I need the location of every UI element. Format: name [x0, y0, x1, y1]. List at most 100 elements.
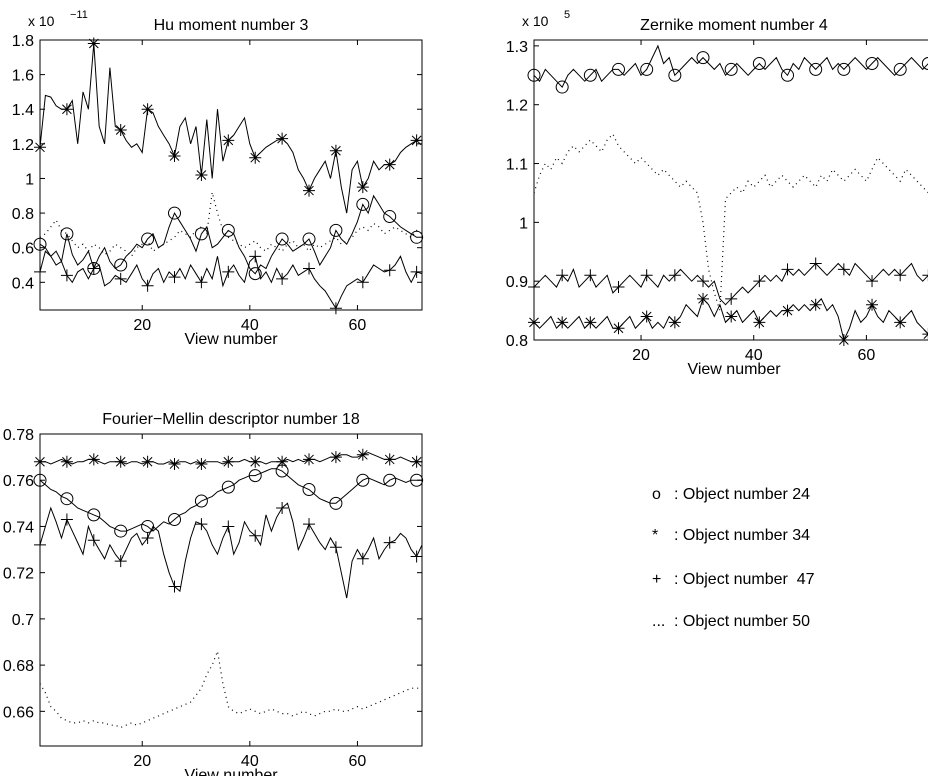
star-marker: [114, 124, 127, 136]
x-tick-label: 60: [349, 317, 367, 334]
series-line: [39, 250, 423, 310]
star-marker: [168, 149, 181, 162]
plus-marker: [584, 269, 597, 282]
star-marker: [556, 316, 569, 329]
chart-title: Fourier−Mellin descriptor number 18: [102, 411, 360, 428]
star-marker: [697, 292, 710, 305]
plus-marker: [276, 272, 289, 285]
circle-marker: [640, 62, 654, 76]
circle-marker: [383, 210, 397, 224]
plus-marker: [60, 513, 73, 526]
star-marker: [34, 141, 46, 154]
plus-marker: [141, 279, 154, 292]
circle-marker: [724, 62, 738, 76]
star-marker: [222, 134, 235, 147]
plus-marker: [781, 263, 794, 276]
star-marker: [584, 316, 597, 329]
plus-marker: [222, 520, 235, 533]
star-marker: [114, 455, 127, 468]
circle-marker: [141, 232, 155, 246]
series-group: [33, 37, 424, 315]
circle-marker: [410, 230, 424, 244]
star-marker: [410, 455, 423, 468]
plus-marker: [640, 269, 653, 282]
x-axis-label: View number: [184, 331, 278, 348]
legend-symbol: *: [652, 527, 659, 544]
circle-marker: [221, 223, 235, 237]
circle-marker: [383, 473, 397, 487]
plus-marker: [329, 302, 342, 315]
scale-exponent: −11: [70, 9, 88, 21]
y-tick-label: 0.66: [3, 704, 34, 721]
legend-label: : Object number 34: [674, 527, 811, 544]
star-marker: [141, 103, 154, 116]
chart-title: Zernike moment number 4: [640, 17, 828, 34]
star-marker: [87, 37, 100, 50]
circle-marker: [248, 469, 262, 483]
y-tick-label: 1.2: [12, 137, 34, 154]
circle-marker: [555, 80, 569, 94]
plus-marker: [87, 262, 100, 275]
series-line: [39, 192, 423, 258]
star-marker: [329, 144, 342, 157]
series-line: [533, 44, 928, 88]
legend-label: : Object number 50: [674, 613, 811, 630]
star-marker: [222, 455, 235, 468]
plus-marker: [168, 271, 181, 284]
plus-marker: [168, 580, 181, 593]
circle-marker: [168, 206, 182, 220]
plus-marker: [809, 257, 822, 270]
star-marker: [894, 316, 907, 329]
series-line: [39, 648, 422, 729]
series-line: [533, 262, 928, 306]
star-marker: [356, 448, 369, 461]
plus-marker: [60, 269, 73, 282]
y-tick-label: 0.6: [12, 241, 34, 258]
circle-marker: [781, 68, 795, 82]
circle-marker: [356, 473, 370, 487]
circle-marker: [114, 524, 128, 538]
star-marker: [837, 334, 850, 346]
star-marker: [528, 316, 540, 329]
circle-marker: [33, 473, 47, 487]
plus-marker: [34, 265, 46, 278]
series-line: [39, 43, 422, 214]
y-tick-label: 1.6: [12, 68, 34, 85]
circle-marker: [410, 473, 424, 487]
plus-marker: [668, 269, 681, 282]
plus-marker: [303, 262, 316, 275]
star-marker: [87, 453, 100, 466]
x-tick-label: 20: [133, 753, 151, 770]
star-marker: [356, 181, 369, 194]
circle-marker: [583, 68, 597, 82]
scale-exponent: 5: [564, 9, 570, 21]
legend-item: +: Object number 47: [652, 571, 815, 589]
circle-marker: [527, 68, 541, 82]
legend-item: ...: Object number 50: [652, 613, 810, 631]
plus-marker: [195, 276, 208, 289]
star-marker: [195, 458, 208, 471]
star-marker: [612, 322, 625, 335]
plus-marker: [383, 536, 396, 549]
y-tick-label: 0.72: [3, 566, 34, 583]
plus-marker: [528, 281, 540, 294]
plus-marker: [922, 269, 928, 282]
series-group: [527, 44, 928, 346]
plus-marker: [383, 264, 396, 277]
plus-marker: [249, 250, 262, 263]
y-tick-label: 0.76: [3, 473, 34, 490]
circle-marker: [302, 232, 316, 246]
star-marker: [249, 455, 262, 468]
plus-marker: [114, 555, 127, 568]
circle-marker: [356, 197, 370, 211]
circle-marker: [60, 227, 74, 241]
legend-item: * : Object number 34: [652, 527, 810, 545]
plus-marker: [894, 269, 907, 282]
plus-marker: [410, 265, 423, 278]
y-tick-label: 1.1: [506, 157, 528, 174]
circle-marker: [60, 492, 74, 506]
circle-marker: [893, 62, 907, 76]
y-tick-label: 1.2: [506, 98, 528, 115]
plus-marker: [87, 534, 100, 547]
